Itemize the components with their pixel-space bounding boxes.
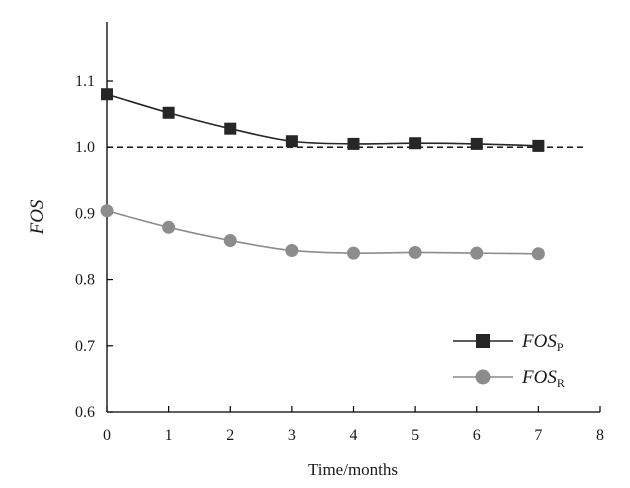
legend-subscript-P: P [557,340,564,354]
y-tick-label: 1.1 [75,73,95,90]
x-tick-label: 2 [226,427,234,444]
legend-marker-R [475,369,491,385]
ticks-group: 0 1 2 3 4 5 6 7 8 0.6 0.7 0.8 0.9 1.0 1.1 [75,73,604,444]
legend-marker-P [476,334,490,348]
x-axis-title: Time/months [308,460,398,479]
data-point-P [409,137,422,150]
x-tick-label: 6 [473,427,481,444]
data-point-R [531,247,545,261]
x-tick-label: 5 [411,427,419,444]
series-group [100,88,545,261]
y-tick-label: 0.8 [75,272,95,289]
legend-label-R: FOSR [521,367,565,390]
legend-subscript-R: R [557,376,565,390]
data-point-R [285,243,299,257]
x-tick-label: 4 [350,427,358,444]
data-point-R [408,245,422,259]
x-tick-label: 3 [288,427,296,444]
y-axis-title: FOS [27,199,48,235]
y-tick-label: 0.9 [75,205,95,222]
legend: FOSP FOSR [453,331,565,390]
data-point-P [101,88,113,101]
y-tick-label: 0.7 [75,338,95,355]
legend-label-P: FOSP [521,331,564,354]
data-point-R [470,246,484,260]
data-point-R [223,234,237,248]
data-point-P [285,135,298,148]
data-point-P [532,139,545,152]
x-tick-label: 7 [534,427,542,444]
data-point-P [347,137,360,150]
data-point-P [224,122,237,135]
y-tick-label: 0.6 [75,404,95,421]
data-point-P [162,106,175,119]
data-point-R [100,204,114,218]
y-tick-label: 1.0 [75,139,95,156]
data-point-R [347,246,360,260]
x-tick-label: 1 [165,427,173,444]
data-point-P [470,137,483,150]
x-tick-label: 0 [103,427,111,444]
data-point-R [162,220,176,234]
x-tick-label: 8 [596,427,604,444]
